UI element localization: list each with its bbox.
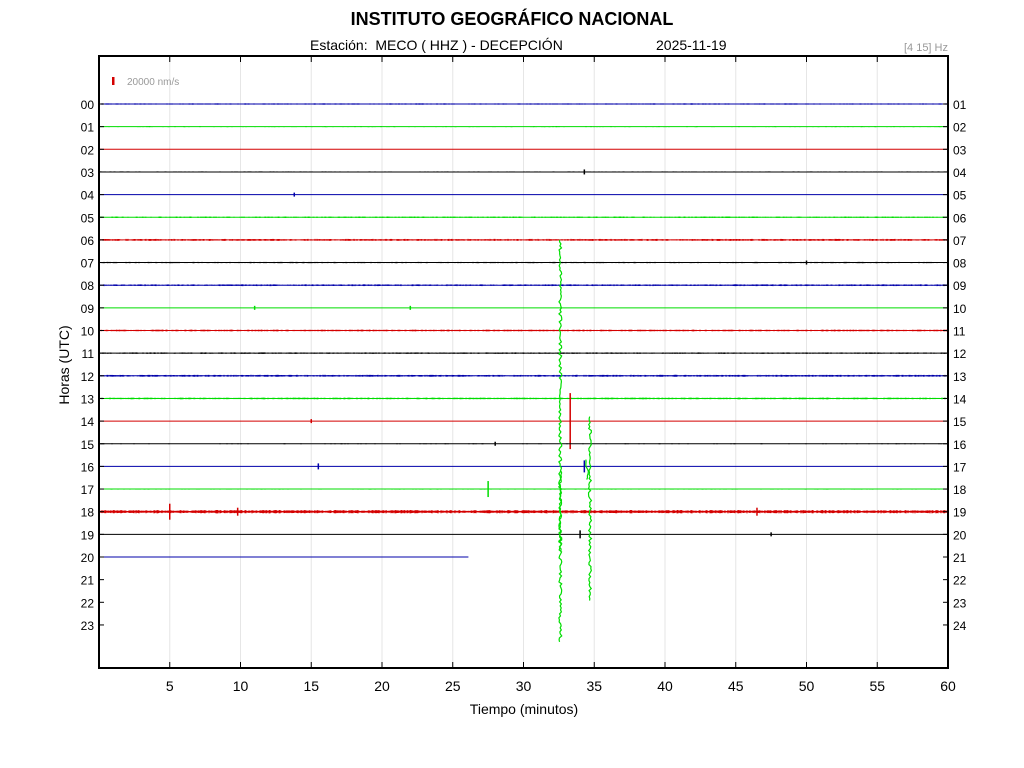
y-tick-label-right: 07 (953, 234, 967, 248)
trace-hour-8 (98, 284, 949, 287)
y-tick-label-left: 18 (81, 506, 95, 520)
scale-bar-legend: 20000 nm/s (112, 77, 179, 88)
earthquake-signal (557, 470, 563, 551)
trace-hour-15 (98, 443, 949, 445)
y-tick-label-left: 22 (81, 596, 95, 610)
y-tick-label-left: 03 (81, 166, 95, 180)
y-tick-label-right: 14 (953, 392, 967, 406)
y-tick-label-left: 02 (81, 143, 95, 157)
y-tick-label-right: 16 (953, 438, 967, 452)
y-tick-label-right: 06 (953, 211, 967, 225)
x-axis-label: Tiempo (minutos) (469, 701, 579, 717)
y-tick-label-left: 07 (81, 257, 95, 271)
axis-layer: 5 10 15 20 25 30 35 40 45 50 55 60 00 01 02 03 04 05 06 07 0… (81, 56, 967, 694)
y-tick-label-right: 12 (953, 347, 967, 361)
y-tick-label-left: 20 (81, 551, 95, 565)
trace-hour-2 (98, 148, 949, 150)
y-tick-label-left: 00 (81, 98, 95, 112)
y-tick-label-left: 17 (81, 483, 95, 497)
earthquake-signal (587, 416, 593, 601)
x-tick-label: 25 (445, 678, 461, 694)
trace-hour-18 (98, 510, 949, 514)
x-tick-label: 10 (233, 678, 249, 694)
y-tick-label-left: 12 (81, 370, 95, 384)
y-tick-label-right: 19 (953, 506, 967, 520)
trace-hour-17 (98, 488, 949, 490)
y-tick-label-right: 03 (953, 143, 967, 157)
y-tick-label-left: 06 (81, 234, 95, 248)
plot-frame (98, 55, 949, 669)
y-tick-label-right: 17 (953, 460, 967, 474)
grid-layer (169, 56, 878, 668)
x-tick-label: 5 (166, 678, 174, 694)
y-tick-label-left: 23 (81, 619, 95, 633)
trace-hour-0 (98, 103, 949, 105)
trace-hour-16 (98, 465, 949, 467)
y-tick-label-right: 18 (953, 483, 967, 497)
y-tick-label-right: 09 (953, 279, 967, 293)
x-tick-label: 15 (303, 678, 319, 694)
y-tick-label-right: 01 (953, 98, 967, 112)
trace-hour-4 (98, 194, 949, 196)
x-tick-label: 45 (728, 678, 744, 694)
y-tick-label-right: 10 (953, 302, 967, 316)
trace-hour-13 (98, 397, 949, 400)
y-tick-label-right: 13 (953, 370, 967, 384)
trace-hour-9 (98, 307, 949, 309)
y-tick-label-left: 05 (81, 211, 95, 225)
earthquake-signal (557, 239, 563, 643)
y-tick-label-left: 13 (81, 392, 95, 406)
y-tick-label-right: 04 (953, 166, 967, 180)
y-tick-label-right: 11 (953, 325, 966, 339)
station-subtitle: Estación: MECO ( HHZ ) - DECEPCIÓN (310, 37, 563, 53)
trace-hour-12 (98, 374, 949, 377)
y-tick-label-left: 08 (81, 279, 95, 293)
y-tick-label-left: 10 (81, 325, 95, 339)
trace-hour-11 (98, 352, 949, 354)
trace-hour-1 (98, 126, 949, 128)
y-tick-label-left: 09 (81, 302, 95, 316)
scale-bar-mark (112, 77, 115, 85)
y-tick-label-right: 15 (953, 415, 967, 429)
y-tick-label-right: 22 (953, 574, 967, 588)
y-tick-label-right: 23 (953, 596, 967, 610)
y-tick-label-left: 04 (81, 189, 95, 203)
chart-title: INSTITUTO GEOGRÁFICO NACIONAL (350, 9, 674, 29)
y-tick-label-left: 16 (81, 460, 95, 474)
x-tick-label: 35 (586, 678, 602, 694)
x-tick-label: 20 (374, 678, 390, 694)
x-tick-label: 50 (799, 678, 815, 694)
y-tick-label-right: 02 (953, 121, 967, 135)
y-tick-label-right: 24 (953, 619, 967, 633)
y-tick-label-right: 08 (953, 257, 967, 271)
trace-hour-7 (98, 261, 949, 264)
trace-hour-20 (98, 556, 469, 558)
scale-bar-label: 20000 nm/s (127, 77, 179, 88)
y-tick-label-right: 05 (953, 189, 967, 203)
date-label: 2025-11-19 (656, 37, 727, 53)
x-tick-label: 30 (516, 678, 532, 694)
trace-hour-3 (98, 171, 949, 173)
y-tick-label-left: 21 (81, 574, 95, 588)
filter-band-label: [4 15] Hz (903, 42, 948, 54)
y-tick-label-left: 11 (82, 347, 95, 361)
y-tick-label-left: 15 (81, 438, 95, 452)
x-tick-label: 60 (940, 678, 956, 694)
x-tick-label: 55 (869, 678, 885, 694)
trace-layer (98, 103, 949, 643)
trace-hour-14 (98, 420, 949, 422)
y-tick-label-right: 21 (953, 551, 967, 565)
y-tick-label-left: 14 (81, 415, 95, 429)
x-tick-label: 40 (657, 678, 673, 694)
earthquake-signal (585, 459, 589, 480)
y-tick-label-left: 19 (81, 528, 95, 542)
y-tick-label-left: 01 (81, 121, 95, 135)
y-tick-label-right: 20 (953, 528, 967, 542)
trace-hour-19 (98, 533, 949, 535)
